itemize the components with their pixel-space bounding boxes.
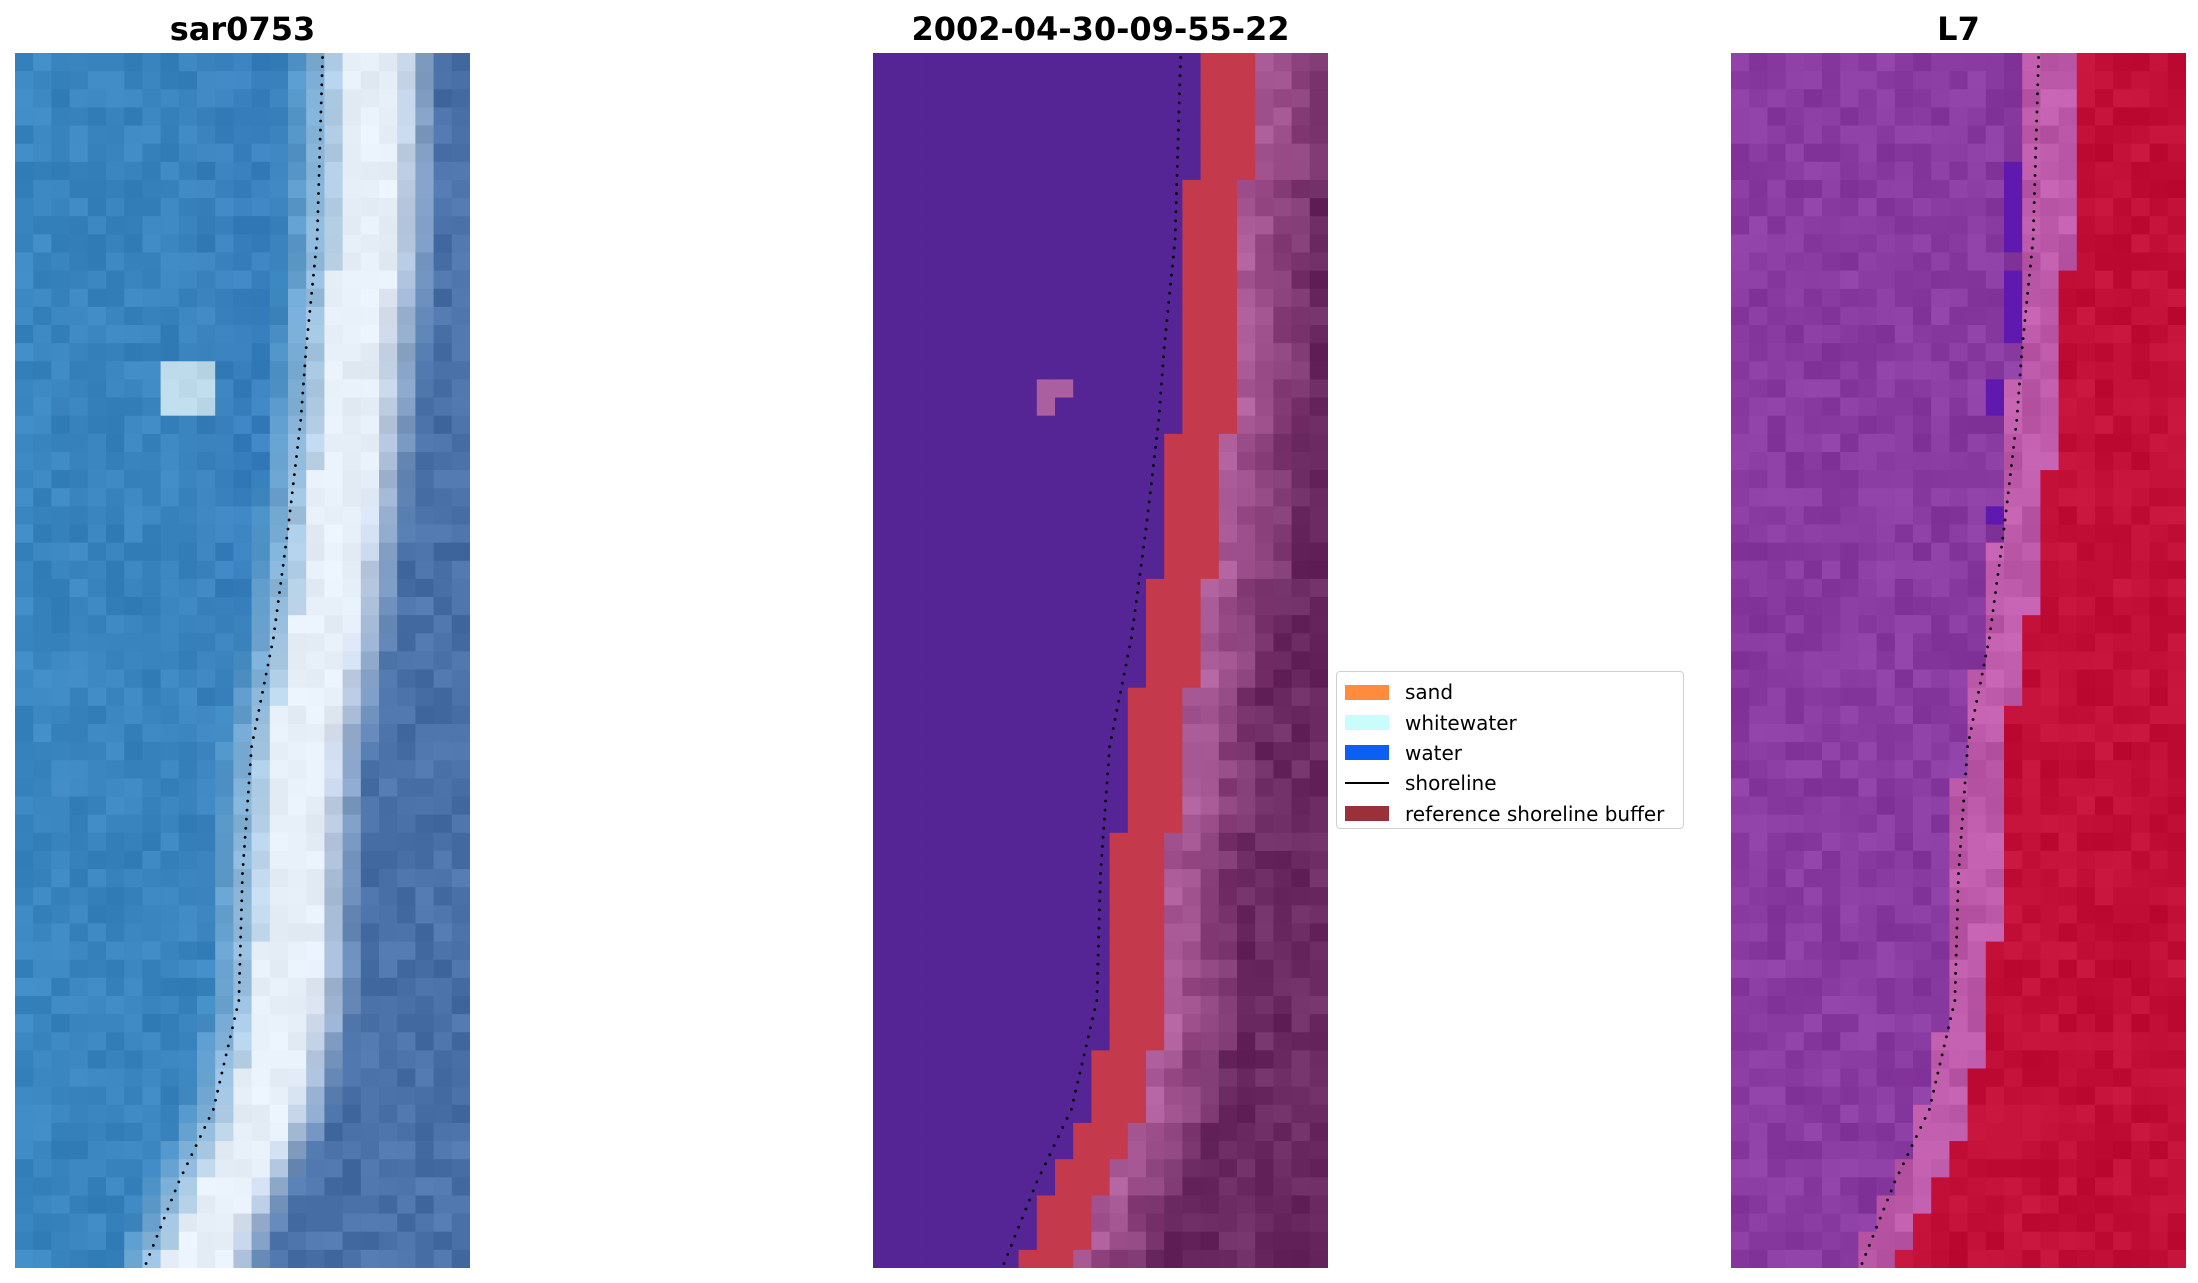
legend-label-sand: sand [1405,680,1454,705]
legend-item-shoreline: shoreline [1345,768,1683,798]
shoreline-swatch [1345,782,1389,785]
legend-item-sand: sand [1345,677,1683,707]
legend-label-shoreline: shoreline [1405,771,1497,796]
legend-label-whitewater: whitewater [1405,710,1517,735]
legend: sand whitewater water shoreline referenc… [1336,671,1684,829]
sand-swatch [1345,684,1389,700]
panel-title-rgb: sar0753 [169,10,316,48]
index-image-panel [1731,53,2186,1268]
legend-label-water: water [1405,740,1462,765]
classified-image-panel [873,53,1328,1268]
water-swatch [1345,745,1389,761]
rgb-image [15,53,470,1268]
panel-title-sensor: L7 [1937,10,1980,48]
legend-label-reference-buffer: reference shoreline buffer [1405,801,1665,826]
whitewater-swatch [1345,715,1389,731]
panel-title-date: 2002-04-30-09-55-22 [911,10,1290,48]
classified-image [873,53,1328,1268]
legend-item-reference-buffer: reference shoreline buffer [1345,799,1683,829]
legend-item-water: water [1345,738,1683,768]
reference-buffer-swatch [1345,806,1389,822]
index-image [1731,53,2186,1268]
legend-item-whitewater: whitewater [1345,707,1683,737]
rgb-image-panel [15,53,470,1268]
